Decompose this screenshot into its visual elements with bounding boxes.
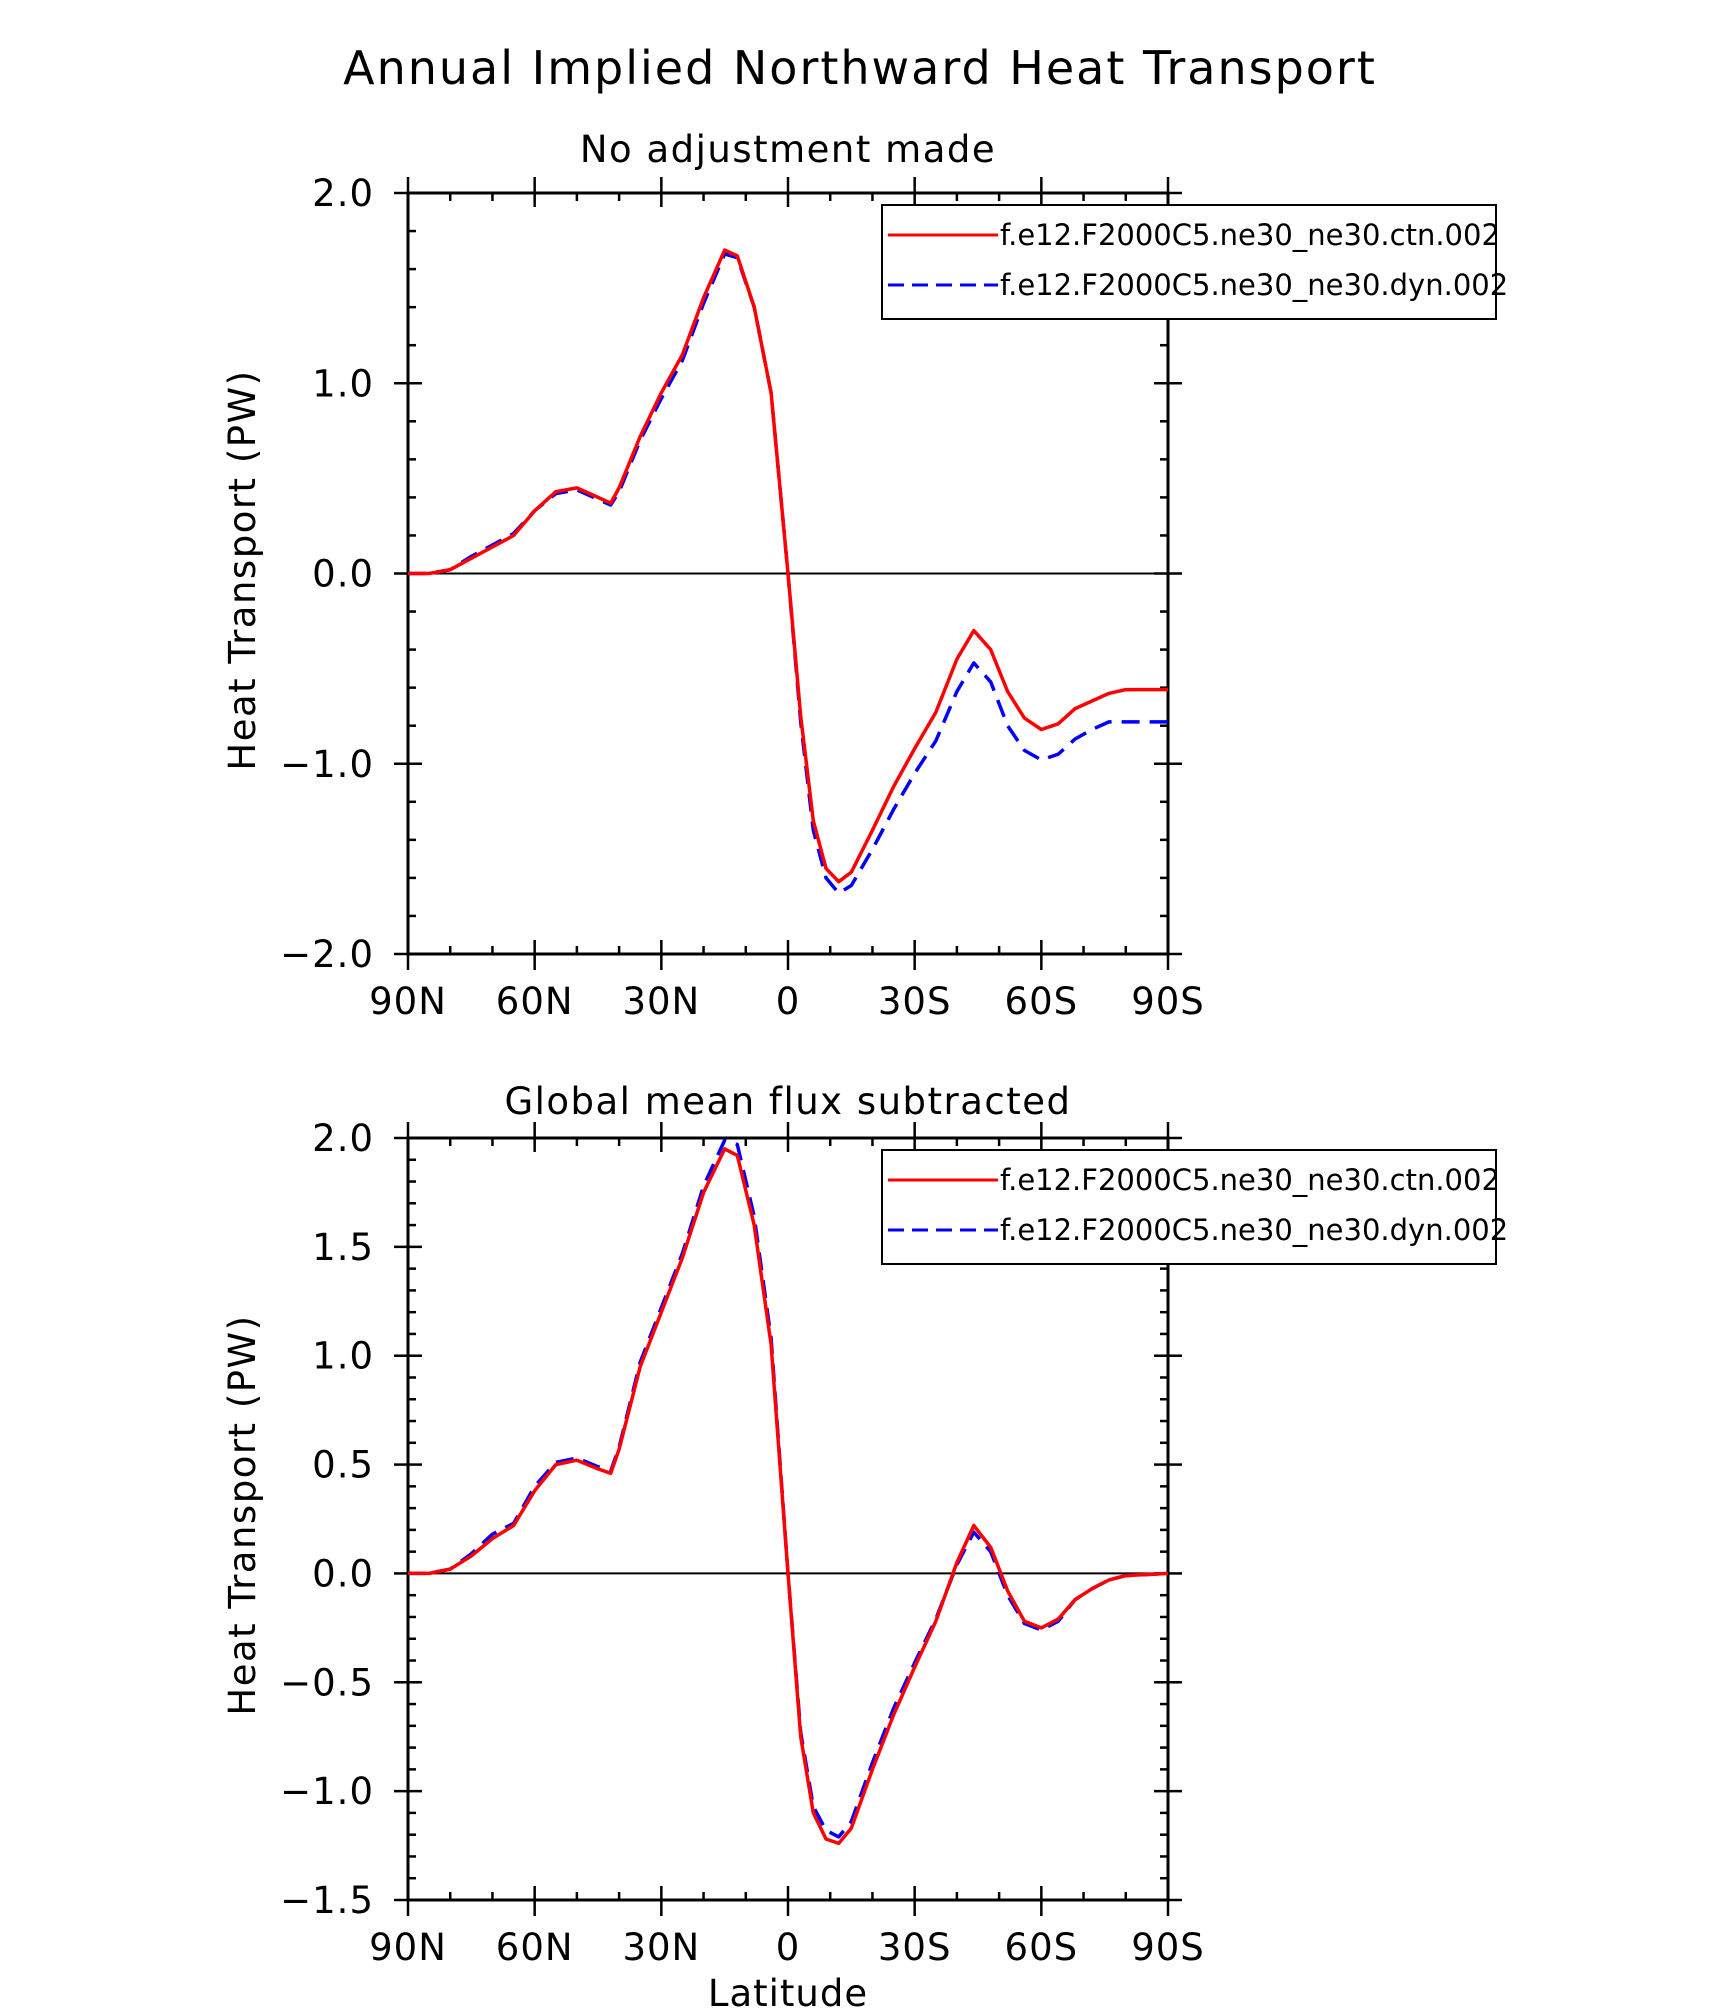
x-tick-label: 90S bbox=[1131, 1926, 1205, 1969]
series-line-ctn bbox=[408, 248, 1168, 884]
y-tick-label: 1.0 bbox=[312, 362, 374, 405]
y-tick-label: −1.0 bbox=[280, 1770, 374, 1813]
legend-entry: f.e12.F2000C5.ne30_ne30.dyn.002 bbox=[1000, 268, 1508, 302]
panel-no-adjustment: No adjustment made Heat Transport (PW) 9… bbox=[221, 128, 1508, 1023]
y-tick-label: 0.5 bbox=[312, 1444, 374, 1487]
y-tick-label: 1.0 bbox=[312, 1335, 374, 1378]
legend-box bbox=[881, 1149, 1497, 1265]
y-tick-label: −1.5 bbox=[280, 1879, 374, 1922]
figure-title: Annual Implied Northward Heat Transport bbox=[343, 41, 1377, 95]
y-tick-label: −2.0 bbox=[280, 933, 374, 976]
x-tick-label: 0 bbox=[776, 980, 801, 1023]
legend: f.e12.F2000C5.ne30_ne30.ctn.002 f.e12.F20… bbox=[881, 1149, 1508, 1265]
legend: f.e12.F2000C5.ne30_ne30.ctn.002 f.e12.F20… bbox=[881, 204, 1508, 320]
x-tick-label: 30S bbox=[878, 980, 952, 1023]
y-tick-label: 2.0 bbox=[312, 1117, 374, 1160]
x-tick-label: 30S bbox=[878, 1926, 952, 1969]
legend-entry: f.e12.F2000C5.ne30_ne30.ctn.002 bbox=[1000, 1163, 1500, 1197]
y-tick-label: 0.0 bbox=[312, 1552, 374, 1595]
x-tick-label: 30N bbox=[622, 1926, 700, 1969]
x-tick-label: 60S bbox=[1005, 1926, 1079, 1969]
x-tick-label: 0 bbox=[776, 1926, 801, 1969]
x-tick-label: 90S bbox=[1131, 980, 1205, 1023]
panel-subtitle: No adjustment made bbox=[580, 128, 996, 171]
x-tick-label: 90N bbox=[369, 980, 447, 1023]
x-tick-label: 90N bbox=[369, 1926, 447, 1969]
x-tick-label: 30N bbox=[622, 980, 700, 1023]
y-axis-label: Heat Transport (PW) bbox=[221, 1314, 264, 1715]
y-tick-label: −0.5 bbox=[280, 1661, 374, 1704]
legend-entry: f.e12.F2000C5.ne30_ne30.ctn.002 bbox=[1000, 218, 1500, 252]
y-axis-label: Heat Transport (PW) bbox=[221, 369, 264, 770]
x-tick-label: 60N bbox=[496, 1926, 574, 1969]
y-tick-label: 2.0 bbox=[312, 172, 374, 215]
y-tick-label: 0.0 bbox=[312, 553, 374, 596]
y-tick-label: −1.0 bbox=[280, 743, 374, 786]
series-line-ctn bbox=[408, 1147, 1169, 1846]
legend-entry: f.e12.F2000C5.ne30_ne30.dyn.002 bbox=[1000, 1213, 1508, 1247]
x-axis-label: Latitude bbox=[708, 1972, 868, 2008]
y-tick-label: 1.5 bbox=[312, 1226, 374, 1269]
panel-subtitle: Global mean flux subtracted bbox=[504, 1080, 1071, 1123]
x-tick-label: 60N bbox=[496, 980, 574, 1023]
panel-global-mean-subtracted: Global mean flux subtracted Heat Transpo… bbox=[221, 1080, 1508, 1969]
legend-box bbox=[881, 204, 1497, 320]
x-tick-label: 60S bbox=[1005, 980, 1079, 1023]
